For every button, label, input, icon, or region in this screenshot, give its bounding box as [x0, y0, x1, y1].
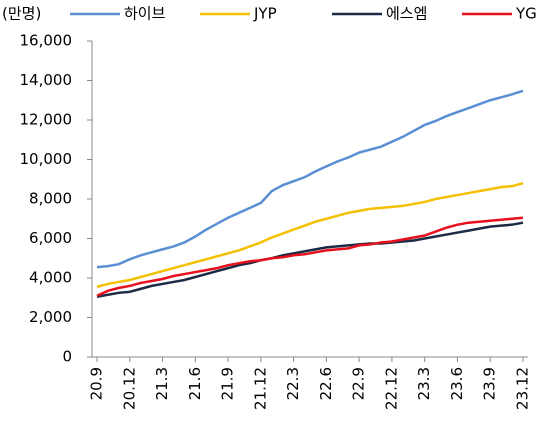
y-tick-label: 14,000 — [20, 71, 73, 89]
y-axis-unit: (만명) — [2, 5, 41, 23]
x-tick-label: 23.9 — [481, 367, 499, 400]
x-tick-label: 20.9 — [88, 367, 106, 400]
line-series — [96, 181, 524, 289]
x-tick-label: 23.3 — [415, 367, 433, 400]
y-tick-label: 12,000 — [20, 111, 73, 129]
y-tick-label: 6,000 — [29, 229, 72, 247]
x-tick-label: 21.3 — [153, 367, 171, 400]
x-tick-label: 22.9 — [350, 367, 368, 400]
line-series — [96, 221, 524, 298]
x-tick-label: 21.6 — [186, 367, 204, 400]
x-tick-label: 21.12 — [251, 367, 269, 410]
y-tick-label: 8,000 — [29, 190, 72, 208]
x-tick-label: 22.3 — [284, 367, 302, 400]
legend-label: 에스엠 — [386, 5, 427, 23]
legend-label: JYP — [253, 5, 277, 23]
y-tick-label: 4,000 — [29, 269, 72, 287]
y-tick-label: 0 — [62, 348, 72, 366]
x-tick-label: 22.6 — [317, 367, 335, 400]
x-tick-label: 22.12 — [382, 367, 400, 410]
y-tick-label: 16,000 — [20, 32, 73, 50]
y-tick-label: 2,000 — [29, 308, 72, 326]
legend-label: YG — [515, 5, 537, 23]
legend-label: 하이브 — [124, 5, 166, 23]
x-tick-label: 23.6 — [448, 367, 466, 400]
x-tick-label: 23.12 — [514, 367, 532, 410]
line-series — [96, 89, 524, 269]
x-tick-label: 20.12 — [120, 367, 138, 410]
x-tick-label: 21.9 — [219, 367, 237, 400]
line-series — [96, 216, 524, 297]
y-tick-label: 10,000 — [20, 150, 73, 168]
